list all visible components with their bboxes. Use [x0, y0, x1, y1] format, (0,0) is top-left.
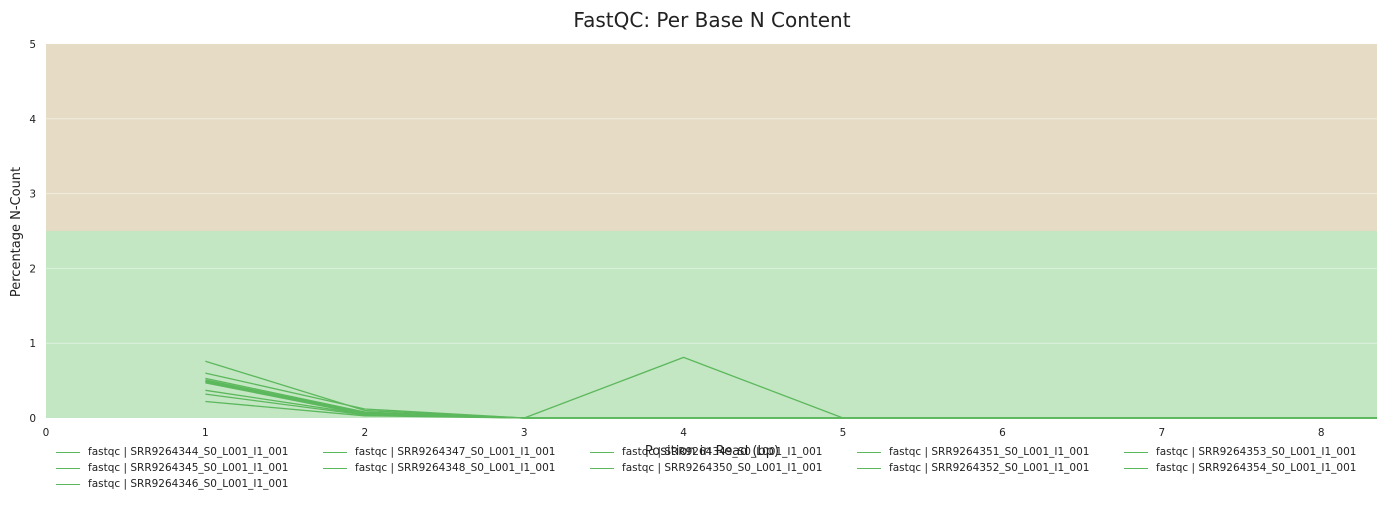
legend-swatch: [590, 467, 614, 469]
legend-item[interactable]: fastqc | SRR9264353_S0_L001_I1_001: [1124, 444, 1356, 460]
series-lines: [205, 356, 1377, 419]
legend-label: fastqc | SRR9264351_S0_L001_I1_001: [889, 446, 1090, 458]
y-tick-label: 0: [29, 413, 36, 425]
x-tick-label: 2: [361, 427, 368, 439]
legend-swatch: [1124, 451, 1148, 453]
legend-label: fastqc | SRR9264344_S0_L001_I1_001: [88, 446, 289, 458]
x-tick-label: 3: [521, 427, 528, 439]
x-tick-label: 7: [1158, 427, 1165, 439]
legend-swatch: [1124, 467, 1148, 469]
y-axis-label: Percentage N-Count: [9, 167, 24, 297]
x-tick-label: 6: [999, 427, 1006, 439]
legend-swatch: [857, 467, 881, 469]
band-1: [46, 44, 1377, 231]
legend-item[interactable]: fastqc | SRR9264350_S0_L001_I1_001: [590, 460, 822, 476]
legend-item[interactable]: fastqc | SRR9264354_S0_L001_I1_001: [1124, 460, 1356, 476]
legend-swatch: [56, 467, 80, 469]
series-line-10: [205, 381, 1377, 419]
legend-item[interactable]: fastqc | SRR9264349_S0_L001_I1_001: [590, 444, 822, 460]
legend-label: fastqc | SRR9264353_S0_L001_I1_001: [1156, 446, 1357, 458]
y-tick-label: 4: [29, 114, 36, 126]
legend-swatch: [323, 451, 347, 453]
legend-swatch: [857, 451, 881, 453]
x-tick-labels: 0 1 2 3 4 5 6 7 8: [43, 427, 1325, 439]
x-tick-label: 0: [43, 427, 50, 439]
legend-label: fastqc | SRR9264346_S0_L001_I1_001: [88, 478, 289, 490]
y-tick-label: 3: [29, 189, 36, 201]
y-tick-label: 5: [29, 39, 36, 51]
x-tick-label: 5: [840, 427, 847, 439]
legend-label: fastqc | SRR9264345_S0_L001_I1_001: [88, 462, 289, 474]
legend-label: fastqc | SRR9264349_S0_L001_I1_001: [622, 446, 823, 458]
y-tick-labels: 0 1 2 3 4 5: [29, 39, 36, 425]
y-tick-label: 2: [29, 263, 36, 275]
legend-item[interactable]: fastqc | SRR9264345_S0_L001_I1_001: [56, 460, 288, 476]
legend-label: fastqc | SRR9264354_S0_L001_I1_001: [1156, 462, 1357, 474]
chart-title: FastQC: Per Base N Content: [573, 8, 850, 32]
x-tick-label: 4: [680, 427, 687, 439]
x-axis-label: Position in Read (bp): [645, 444, 779, 459]
legend-item[interactable]: fastqc | SRR9264352_S0_L001_I1_001: [857, 460, 1089, 476]
x-tick-label: 1: [202, 427, 209, 439]
legend-label: fastqc | SRR9264350_S0_L001_I1_001: [622, 462, 823, 474]
x-tick-label: 8: [1318, 427, 1325, 439]
legend-swatch: [323, 467, 347, 469]
legend-item[interactable]: fastqc | SRR9264351_S0_L001_I1_001: [857, 444, 1089, 460]
legend-item[interactable]: fastqc | SRR9264344_S0_L001_I1_001: [56, 444, 288, 460]
quality-bands: [46, 44, 1377, 418]
legend-label: fastqc | SRR9264348_S0_L001_I1_001: [355, 462, 556, 474]
gridlines: [46, 118, 1377, 344]
legend-item[interactable]: fastqc | SRR9264346_S0_L001_I1_001: [56, 476, 288, 492]
legend-item[interactable]: fastqc | SRR9264347_S0_L001_I1_001: [323, 444, 555, 460]
legend-swatch: [56, 483, 80, 485]
legend-label: fastqc | SRR9264347_S0_L001_I1_001: [355, 446, 556, 458]
legend-swatch: [56, 451, 80, 453]
legend-label: fastqc | SRR9264352_S0_L001_I1_001: [889, 462, 1090, 474]
legend-item[interactable]: fastqc | SRR9264348_S0_L001_I1_001: [323, 460, 555, 476]
y-tick-label: 1: [29, 338, 36, 350]
legend-swatch: [590, 451, 614, 453]
